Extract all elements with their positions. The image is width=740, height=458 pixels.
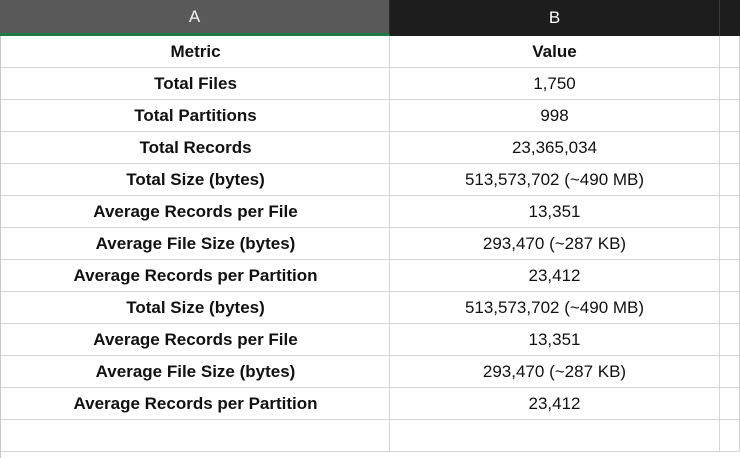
column-header-a[interactable]: A: [0, 0, 390, 36]
table-row: Total Files 1,750: [0, 68, 740, 100]
table-row: Total Size (bytes) 513,573,702 (~490 MB): [0, 164, 740, 196]
empty-cell[interactable]: [720, 164, 740, 196]
empty-cell[interactable]: [720, 196, 740, 228]
cell-grid: Metric Value Total Files 1,750 Total Par…: [0, 36, 740, 452]
table-row: Average Records per File 13,351: [0, 324, 740, 356]
cell-a1[interactable]: Metric: [0, 36, 390, 68]
metric-cell[interactable]: Average Records per Partition: [0, 388, 390, 420]
metric-cell[interactable]: Average Records per File: [0, 324, 390, 356]
grid-left-border: [0, 36, 5, 458]
column-header-row: A B: [0, 0, 740, 36]
metric-cell[interactable]: Average Records per File: [0, 196, 390, 228]
value-cell[interactable]: 13,351: [390, 196, 720, 228]
table-row: Average File Size (bytes) 293,470 (~287 …: [0, 356, 740, 388]
cell-c1[interactable]: [720, 36, 740, 68]
value-cell[interactable]: 23,412: [390, 260, 720, 292]
metric-cell[interactable]: Average Records per Partition: [0, 260, 390, 292]
value-cell[interactable]: 998: [390, 100, 720, 132]
empty-cell[interactable]: [720, 68, 740, 100]
metric-cell[interactable]: Total Partitions: [0, 100, 390, 132]
empty-cell[interactable]: [720, 420, 740, 452]
value-cell[interactable]: 23,365,034: [390, 132, 720, 164]
metric-cell[interactable]: Total Size (bytes): [0, 292, 390, 324]
table-row: [0, 420, 740, 452]
value-cell[interactable]: 293,470 (~287 KB): [390, 228, 720, 260]
table-row: Average File Size (bytes) 293,470 (~287 …: [0, 228, 740, 260]
table-row: Average Records per Partition 23,412: [0, 388, 740, 420]
metric-cell[interactable]: Average File Size (bytes): [0, 356, 390, 388]
empty-cell[interactable]: [720, 356, 740, 388]
metric-cell[interactable]: [0, 420, 390, 452]
table-row: Average Records per File 13,351: [0, 196, 740, 228]
empty-cell[interactable]: [720, 324, 740, 356]
table-row: Total Size (bytes) 513,573,702 (~490 MB): [0, 292, 740, 324]
value-cell[interactable]: 1,750: [390, 68, 720, 100]
value-cell[interactable]: 293,470 (~287 KB): [390, 356, 720, 388]
table-row: Average Records per Partition 23,412: [0, 260, 740, 292]
value-cell[interactable]: 513,573,702 (~490 MB): [390, 292, 720, 324]
metric-cell[interactable]: Average File Size (bytes): [0, 228, 390, 260]
empty-cell[interactable]: [720, 132, 740, 164]
cell-b1[interactable]: Value: [390, 36, 720, 68]
empty-cell[interactable]: [720, 100, 740, 132]
value-cell[interactable]: 513,573,702 (~490 MB): [390, 164, 720, 196]
table-row: Total Partitions 998: [0, 100, 740, 132]
table-header-row: Metric Value: [0, 36, 740, 68]
empty-cell[interactable]: [720, 292, 740, 324]
value-cell[interactable]: 13,351: [390, 324, 720, 356]
empty-cell[interactable]: [720, 228, 740, 260]
column-header-c[interactable]: [720, 0, 740, 36]
value-cell[interactable]: 23,412: [390, 388, 720, 420]
empty-cell[interactable]: [720, 260, 740, 292]
metric-cell[interactable]: Total Size (bytes): [0, 164, 390, 196]
value-cell[interactable]: [390, 420, 720, 452]
metric-cell[interactable]: Total Files: [0, 68, 390, 100]
empty-cell[interactable]: [720, 388, 740, 420]
metric-cell[interactable]: Total Records: [0, 132, 390, 164]
column-header-b[interactable]: B: [390, 0, 720, 36]
table-row: Total Records 23,365,034: [0, 132, 740, 164]
